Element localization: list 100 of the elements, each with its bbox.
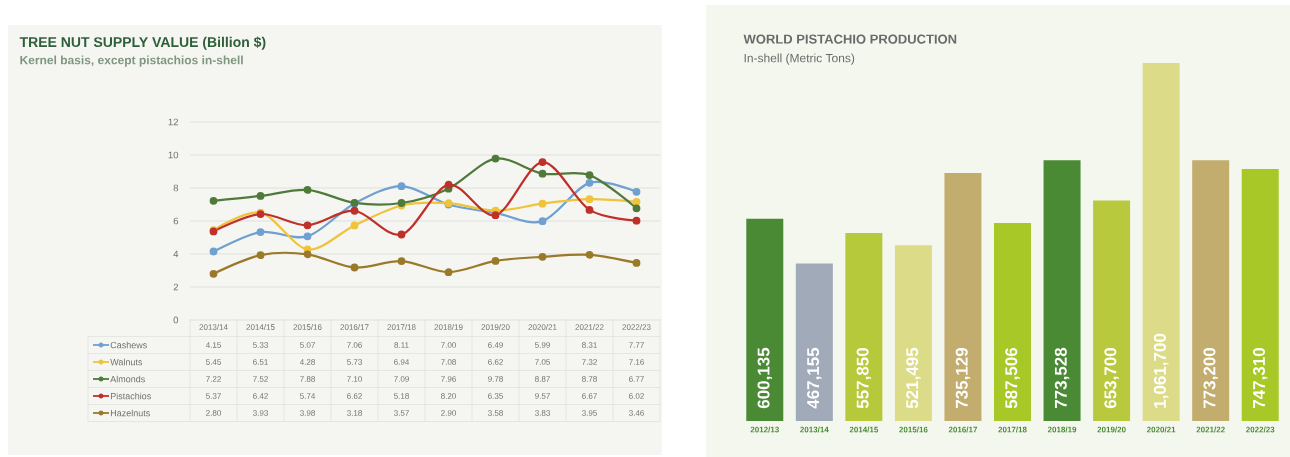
data-label: 3.58	[488, 410, 503, 416]
x-tick-label: 2020/21	[1146, 426, 1176, 433]
x-tick-label: 2015/16	[899, 426, 928, 433]
point	[209, 247, 218, 256]
point	[303, 232, 312, 241]
bar	[994, 222, 1031, 421]
data-label: 6.35	[488, 393, 503, 399]
data-label: 7.00	[441, 342, 456, 348]
point	[491, 257, 500, 265]
point	[632, 259, 641, 267]
data-label: 8.11	[394, 342, 409, 348]
x-tick-label: 2014/15	[849, 426, 879, 433]
point	[538, 199, 547, 208]
point	[585, 195, 594, 204]
data-label: 5.37	[206, 393, 221, 399]
point	[538, 217, 547, 226]
x-tick-label: 2019/20	[1097, 426, 1126, 433]
data-label: 735,129	[955, 347, 971, 409]
point	[538, 169, 547, 178]
data-label: 5.99	[535, 342, 550, 348]
data-label: 7.52	[253, 376, 268, 382]
bar	[1142, 62, 1180, 421]
x-tick-label: 2017/18	[998, 426, 1027, 433]
x-tick-label: 2017/18	[387, 324, 416, 330]
x-tick-label: 2018/19	[1047, 426, 1077, 433]
point	[256, 228, 265, 236]
data-label: 6.49	[488, 342, 503, 348]
bar	[1192, 160, 1230, 421]
data-label: 8.31	[582, 342, 597, 348]
bar	[944, 173, 982, 421]
point	[397, 230, 406, 239]
data-label: 7.05	[535, 359, 550, 365]
x-tick-label: 2022/23	[622, 324, 651, 330]
x-tick-label: 2020/21	[528, 324, 557, 330]
data-label: 7.06	[347, 342, 362, 348]
bar	[1043, 160, 1081, 421]
data-label: 4.28	[299, 359, 315, 365]
data-label: 3.46	[629, 410, 644, 416]
x-tick-label: 2016/17	[340, 324, 369, 330]
data-label: 747,310	[1252, 348, 1268, 409]
x-tick-label: 2013/14	[199, 324, 228, 330]
data-label: 8.78	[582, 376, 597, 382]
y-tick-label: 4	[173, 250, 179, 258]
legend-label: Hazelnuts	[110, 409, 150, 417]
data-label: 467,155	[807, 347, 822, 409]
point	[444, 268, 453, 277]
data-label: 7.32	[582, 359, 597, 365]
data-label: 5.73	[347, 359, 362, 365]
point	[303, 186, 312, 194]
data-label: 6.77	[629, 376, 644, 382]
y-tick-label: 2	[173, 283, 179, 291]
legend-label: Almonds	[110, 375, 145, 383]
bar	[894, 245, 932, 421]
data-label: 600,135	[757, 347, 773, 409]
data-label: 5.07	[300, 342, 315, 348]
data-label: 8.20	[441, 393, 456, 399]
x-tick-label: 2022/23	[1246, 426, 1275, 433]
data-label: 6.02	[629, 393, 644, 399]
point	[632, 216, 641, 225]
data-label: 653,700	[1104, 348, 1119, 409]
data-label: 2.80	[206, 410, 221, 416]
x-tick-label: 2013/14	[800, 426, 829, 433]
data-label: 3.93	[253, 410, 268, 416]
y-tick-label: 12	[168, 118, 179, 126]
point	[585, 171, 594, 180]
x-tick-label: 2021/22	[1196, 426, 1225, 433]
y-tick-label: 0	[173, 316, 179, 324]
point	[350, 206, 359, 215]
point	[397, 182, 406, 191]
point	[303, 250, 312, 259]
data-label: 3.98	[300, 410, 315, 416]
data-label: 6.42	[253, 393, 268, 399]
y-tick-label: 6	[173, 217, 179, 225]
chart-subtitle: Kernel basis, except pistachios in-shell	[20, 55, 243, 67]
data-label: 9.57	[535, 393, 550, 399]
data-label: 7.88	[300, 376, 315, 382]
data-label: 587,506	[1005, 347, 1020, 409]
x-tick-label: 2018/19	[434, 324, 463, 330]
x-tick-label: 2016/17	[948, 426, 978, 433]
chart-subtitle: In-shell (Metric Tons)	[744, 53, 855, 65]
point	[209, 269, 218, 278]
point	[350, 221, 359, 230]
legend-label: Cashews	[110, 341, 147, 349]
point	[585, 250, 594, 259]
bar	[795, 263, 833, 421]
data-label: 8.87	[535, 376, 550, 382]
y-tick-label: 10	[168, 151, 179, 159]
legend-label: Walnuts	[110, 358, 143, 366]
data-label: 6.51	[253, 359, 268, 365]
data-label: 5.18	[394, 393, 409, 399]
data-label: 6.67	[582, 393, 597, 399]
data-label: 4.15	[205, 342, 221, 348]
data-label: 9.78	[488, 376, 503, 382]
data-label: 6.62	[347, 393, 362, 399]
data-label: 3.18	[347, 410, 362, 416]
point	[632, 197, 641, 206]
data-label: 521,495	[906, 347, 921, 409]
chart-title: TREE NUT SUPPLY VALUE (Billion $)	[19, 36, 266, 50]
data-label: 557,850	[856, 348, 872, 409]
data-label: 7.16	[629, 359, 644, 365]
